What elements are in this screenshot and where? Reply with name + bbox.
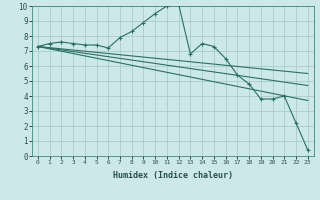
X-axis label: Humidex (Indice chaleur): Humidex (Indice chaleur) xyxy=(113,171,233,180)
